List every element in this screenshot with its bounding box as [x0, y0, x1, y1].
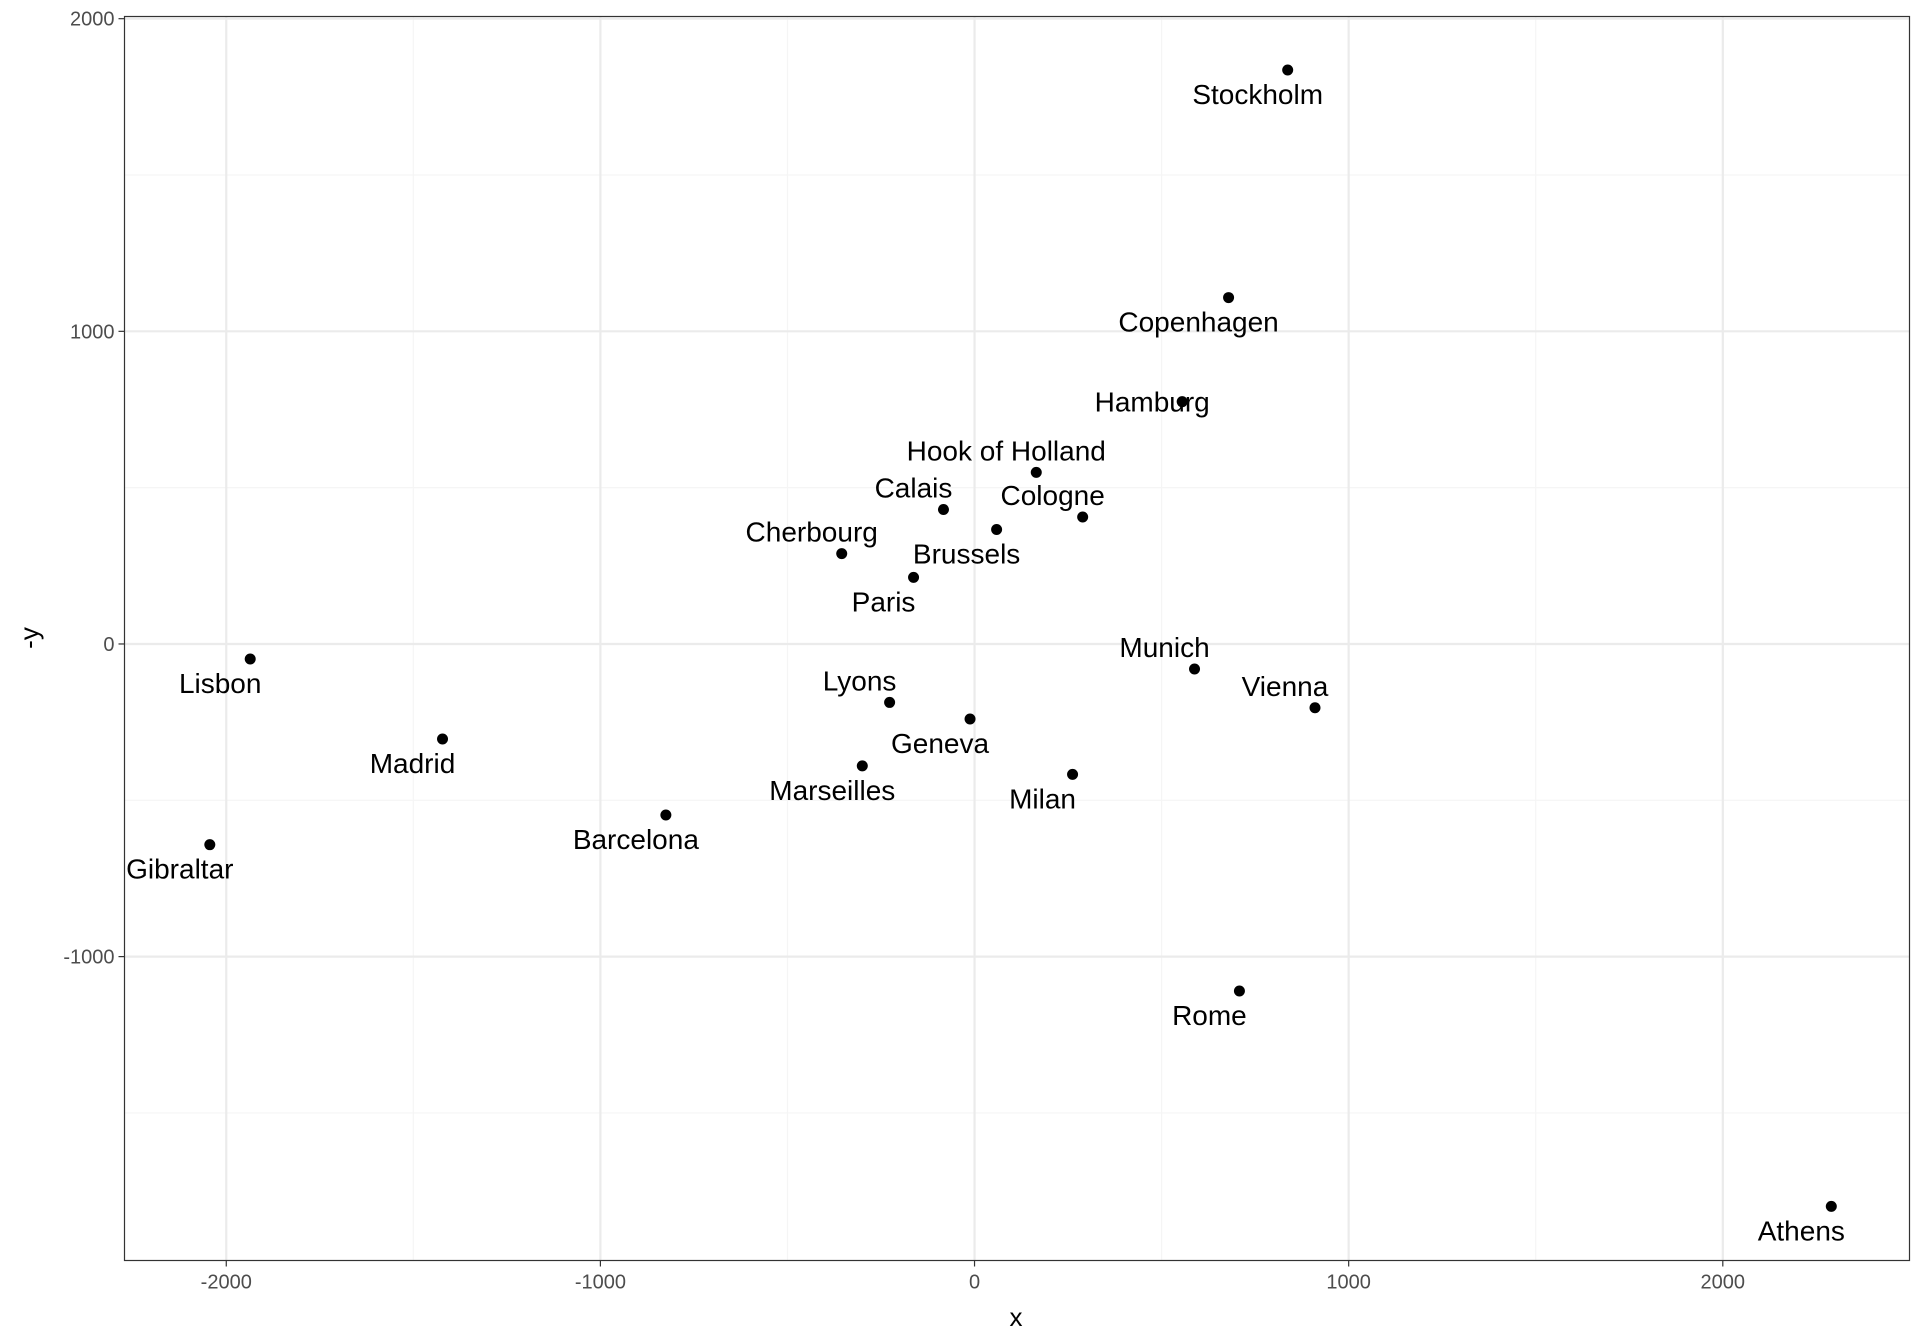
plot-background — [124, 16, 1910, 1261]
point-label: Athens — [1758, 1215, 1845, 1246]
data-point — [1309, 702, 1321, 714]
data-point — [1176, 396, 1188, 408]
point-label: Milan — [1009, 783, 1076, 814]
x-tick-label: -2000 — [201, 1272, 252, 1294]
x-tick-label: -1000 — [575, 1272, 626, 1294]
data-point — [937, 504, 949, 516]
data-point — [660, 809, 672, 821]
y-axis: -1000 0 1000 2000 — [63, 9, 125, 969]
point-label: Lyons — [823, 665, 897, 696]
data-point — [884, 696, 896, 708]
data-point — [856, 760, 868, 772]
point-label: Munich — [1119, 632, 1209, 663]
y-tick-label: -1000 — [63, 947, 114, 969]
point-label: Stockholm — [1192, 79, 1323, 110]
data-point — [437, 733, 449, 745]
x-tick-label: 0 — [969, 1272, 980, 1294]
data-point — [964, 713, 976, 725]
point-label: Madrid — [370, 748, 456, 779]
point-label: Gibraltar — [126, 854, 233, 885]
data-point — [1825, 1200, 1837, 1212]
data-point — [244, 653, 256, 665]
plot-panel-border — [123, 15, 1911, 1262]
y-tick-label: 2000 — [70, 9, 115, 31]
point-label: Cologne — [1001, 480, 1105, 511]
point-label: Hook of Holland — [907, 435, 1106, 466]
grid-major — [124, 16, 1910, 1261]
y-axis-title: -y — [14, 627, 44, 649]
data-point — [1233, 985, 1245, 997]
x-tick-label: 2000 — [1701, 1272, 1746, 1294]
data-point — [1067, 768, 1079, 780]
data-point — [1189, 663, 1201, 675]
grid-minor — [124, 16, 1910, 1261]
point-label: Barcelona — [573, 824, 700, 855]
point-label: Cherbourg — [746, 517, 878, 548]
point-label: Copenhagen — [1118, 307, 1278, 338]
point-label: Paris — [852, 586, 916, 617]
data-point — [1282, 64, 1294, 76]
point-label: Rome — [1172, 1000, 1247, 1031]
point-label: Vienna — [1242, 671, 1329, 702]
data-point — [908, 571, 920, 583]
point-labels: Athens Barcelona Brussels Calais Cherbourg Co… — [126, 79, 1845, 1246]
point-label: Lisbon — [179, 668, 262, 699]
data-point — [1077, 511, 1089, 523]
point-label: Geneva — [891, 728, 989, 759]
y-tick-label: 1000 — [70, 321, 115, 343]
data-point — [204, 839, 216, 851]
data-point — [991, 524, 1003, 536]
point-label: Calais — [875, 473, 953, 504]
x-axis-title: x — [1010, 1302, 1023, 1332]
point-label: Brussels — [913, 539, 1020, 570]
x-tick-label: 1000 — [1326, 1272, 1371, 1294]
point-label: Marseilles — [769, 775, 895, 806]
data-point — [836, 548, 848, 560]
point-label: Hamburg — [1095, 387, 1210, 418]
data-points — [204, 64, 1837, 1212]
x-axis: -2000 -1000 0 1000 2000 — [201, 1260, 1746, 1294]
y-tick-label: 0 — [103, 634, 114, 656]
data-point — [1223, 292, 1235, 304]
data-point — [1030, 466, 1042, 478]
